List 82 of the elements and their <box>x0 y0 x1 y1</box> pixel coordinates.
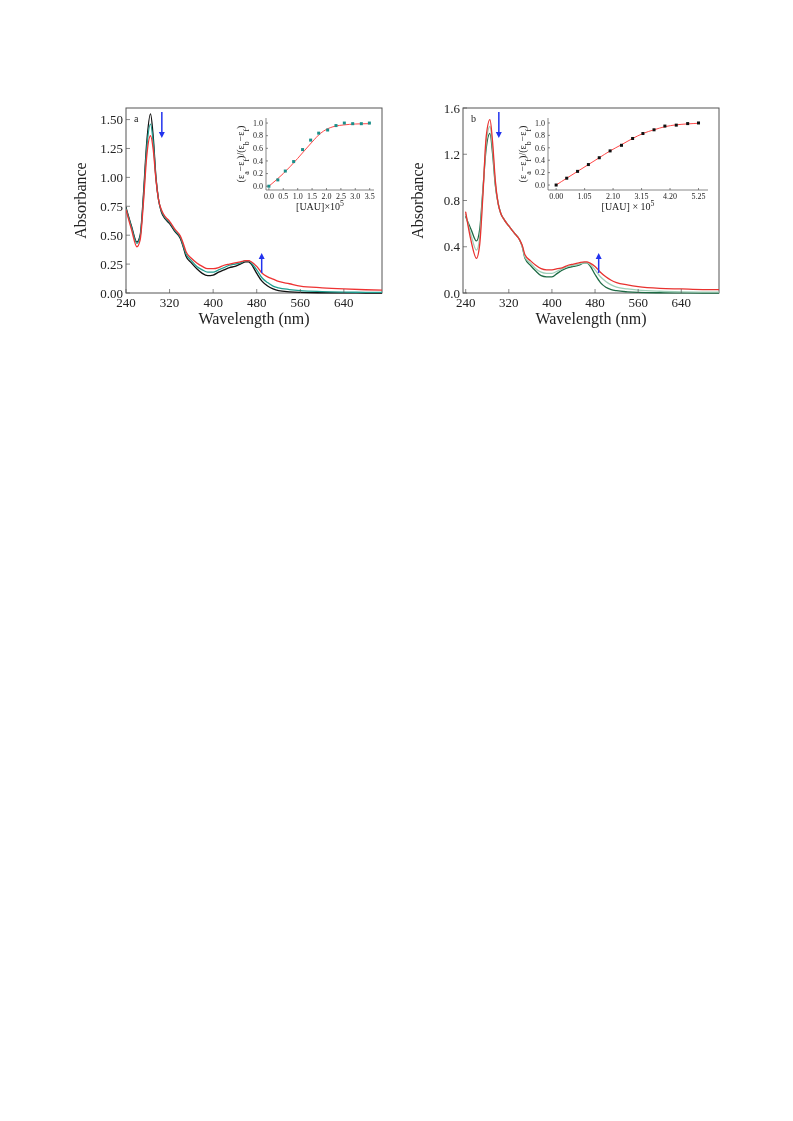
x-axis-title: Wavelength (nm) <box>535 310 647 328</box>
point <box>326 128 330 132</box>
x-tick-label: 400 <box>542 295 562 310</box>
y-tick-label: 0.75 <box>100 198 123 214</box>
x-axis-title: Wavelength (nm) <box>198 310 310 328</box>
line-series <box>555 122 699 186</box>
point <box>686 122 690 126</box>
point <box>631 136 635 140</box>
annotation: b <box>471 113 476 124</box>
x-axis-title: [UAU]×10$^{5}$ <box>296 198 345 212</box>
y-tick-label: 1.2 <box>443 146 460 162</box>
annotation: a <box>134 113 139 124</box>
point <box>334 124 338 128</box>
y-tick-label: 0.6 <box>535 143 545 153</box>
y-tick-label: 0.2 <box>253 169 263 179</box>
y-tick-label: 1.0 <box>253 118 263 128</box>
point <box>301 148 305 152</box>
y-tick-label: 0.25 <box>100 256 123 272</box>
y-tick-label: 0.0 <box>253 182 263 192</box>
x-tick-label: 560 <box>628 295 648 310</box>
x-tick-label: 3.5 <box>364 192 375 201</box>
point <box>351 122 355 126</box>
x-tick-label: 0.00 <box>549 192 564 201</box>
y-tick-label: 1.25 <box>100 141 123 157</box>
y-axis-title: Absorbance <box>409 162 426 239</box>
point <box>674 123 678 127</box>
x-tick-label: 480 <box>246 295 267 310</box>
x-tick-label: 1.05 <box>577 192 592 201</box>
point <box>597 156 601 160</box>
point <box>586 163 590 167</box>
point <box>697 121 701 125</box>
x-tick-label: 1.0 <box>292 192 303 201</box>
point <box>292 160 296 164</box>
y-axis-title: Absorbance <box>72 162 89 239</box>
x-tick-label: 0.0 <box>263 192 274 201</box>
y-tick-label: 0.6 <box>253 144 263 154</box>
point <box>276 178 280 182</box>
x-tick-label: 640 <box>671 295 692 310</box>
point <box>652 128 656 132</box>
x-tick-label: 640 <box>334 295 354 310</box>
point <box>342 121 346 125</box>
y-tick-label: 0.4 <box>253 156 263 166</box>
point <box>554 183 558 187</box>
point <box>283 169 287 173</box>
y-tick-label: 0.0 <box>535 180 545 190</box>
x-tick-label: 3.15 <box>634 192 649 201</box>
y-tick-label: 1.6 <box>443 100 461 116</box>
point <box>309 138 313 142</box>
y-tick-label: 0.4 <box>535 156 545 166</box>
x-tick-label: 400 <box>203 295 223 310</box>
x-tick-label: 3.0 <box>350 192 361 201</box>
y-tick-label: 0.8 <box>253 131 263 141</box>
x-tick-label: 2.0 <box>321 192 332 201</box>
point <box>619 143 623 147</box>
x-tick-label: 2.10 <box>606 192 621 201</box>
x-tick-label: 560 <box>290 295 311 310</box>
y-tick-label: 1.50 <box>100 112 123 128</box>
point <box>565 176 569 180</box>
line-series <box>268 123 371 187</box>
y-tick-label: 1.0 <box>535 118 545 128</box>
x-tick-label: 320 <box>159 295 180 310</box>
x-tick-label: 320 <box>499 295 519 310</box>
x-tick-label: 1.5 <box>307 192 318 201</box>
point <box>367 121 371 125</box>
point <box>663 124 667 128</box>
x-axis-title: [UAU] × 10$^{5}$ <box>601 198 655 212</box>
x-tick-label: 5.25 <box>691 192 706 201</box>
x-tick-label: 4.20 <box>663 192 678 201</box>
x-tick-label: 2.5 <box>335 192 346 201</box>
y-tick-label: 1.00 <box>100 169 123 185</box>
point <box>317 131 321 135</box>
y-tick-label: 0.8 <box>443 193 460 209</box>
point <box>359 122 363 126</box>
point <box>641 132 645 136</box>
y-tick-label: 0.2 <box>535 168 545 178</box>
y-tick-label: 0.50 <box>100 227 123 243</box>
x-tick-label: 480 <box>585 295 605 310</box>
y-tick-label: 0.8 <box>535 131 545 141</box>
y-tick-label: 0.4 <box>443 239 461 255</box>
point <box>608 149 612 153</box>
point <box>576 169 580 173</box>
x-tick-label: 0.5 <box>278 192 289 201</box>
